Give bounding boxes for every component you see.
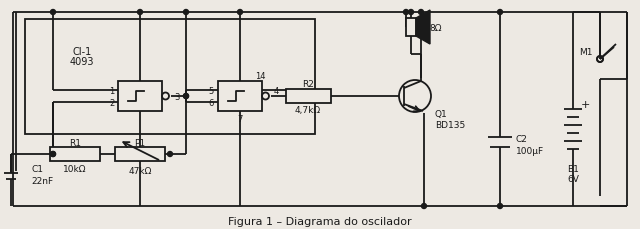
Text: Figura 1 – Diagrama do oscilador: Figura 1 – Diagrama do oscilador: [228, 216, 412, 226]
Circle shape: [497, 204, 502, 209]
Text: 8Ω: 8Ω: [429, 23, 442, 32]
Bar: [25, 20, 315, 134]
Circle shape: [168, 152, 173, 157]
Text: CI-1: CI-1: [72, 47, 92, 57]
Text: 6V: 6V: [567, 175, 579, 184]
Text: 4: 4: [273, 86, 278, 95]
Circle shape: [184, 11, 189, 15]
Circle shape: [51, 152, 56, 157]
Text: 6: 6: [208, 98, 214, 107]
Text: C1: C1: [31, 165, 43, 174]
Circle shape: [403, 11, 408, 15]
Text: R1: R1: [69, 138, 81, 147]
Circle shape: [51, 152, 56, 157]
Circle shape: [184, 94, 189, 99]
Text: 22nF: 22nF: [31, 177, 53, 186]
Bar: [286, 90, 331, 104]
Text: 100μF: 100μF: [516, 146, 544, 155]
Polygon shape: [416, 11, 430, 45]
Bar: [406, 19, 416, 37]
Text: 7: 7: [237, 115, 243, 124]
Text: 47kΩ: 47kΩ: [128, 166, 152, 175]
Bar: [218, 82, 262, 112]
Text: Q1: Q1: [435, 110, 448, 119]
Circle shape: [408, 11, 413, 15]
Text: 4093: 4093: [70, 57, 94, 67]
Circle shape: [237, 11, 243, 15]
Circle shape: [419, 11, 424, 15]
Circle shape: [138, 11, 143, 15]
Text: 2: 2: [109, 98, 115, 107]
Text: 4,7kΩ: 4,7kΩ: [295, 106, 321, 115]
Bar: [50, 147, 100, 161]
Text: 5: 5: [209, 86, 214, 95]
Text: 3: 3: [174, 92, 180, 101]
Text: 10kΩ: 10kΩ: [63, 164, 87, 173]
Text: B1: B1: [567, 165, 579, 174]
Circle shape: [184, 94, 189, 99]
Bar: [118, 82, 162, 112]
Text: +: +: [581, 100, 590, 109]
Text: 1: 1: [109, 86, 115, 95]
Bar: [115, 147, 165, 161]
Circle shape: [51, 11, 56, 15]
Text: C2: C2: [516, 135, 528, 144]
Text: 14: 14: [255, 71, 265, 80]
Text: P1: P1: [134, 138, 145, 147]
Text: BD135: BD135: [435, 120, 465, 129]
Circle shape: [422, 204, 426, 209]
Text: M1: M1: [579, 47, 593, 56]
Text: R2: R2: [302, 79, 314, 88]
Circle shape: [497, 11, 502, 15]
